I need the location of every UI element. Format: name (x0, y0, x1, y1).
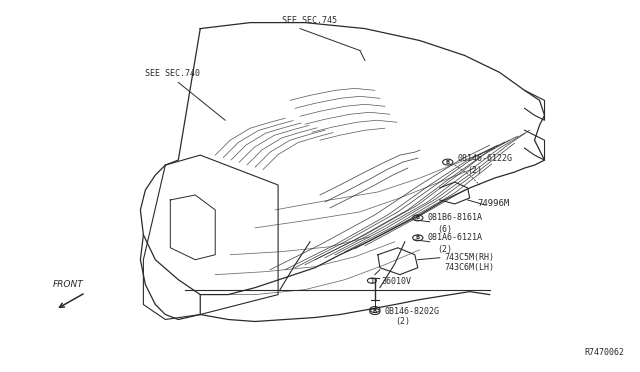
Text: B: B (415, 215, 420, 220)
Text: SEE SEC.740: SEE SEC.740 (145, 70, 200, 78)
Text: R7470062: R7470062 (584, 348, 625, 357)
Text: B: B (415, 235, 420, 240)
Text: (2): (2) (395, 317, 410, 326)
Text: (6): (6) (438, 225, 452, 234)
Text: 081A6-6121A: 081A6-6121A (428, 233, 483, 242)
Text: (2): (2) (438, 245, 452, 254)
Text: 0B146-8202G: 0B146-8202G (385, 307, 440, 316)
Text: J: J (371, 278, 373, 283)
Text: (2): (2) (468, 166, 483, 174)
Text: 74996M: 74996M (477, 199, 510, 208)
Text: 743C5M(RH): 743C5M(RH) (445, 253, 495, 262)
Text: 081B6-8161A: 081B6-8161A (428, 214, 483, 222)
Text: FRONT: FRONT (53, 280, 84, 289)
Text: B: B (372, 309, 377, 314)
Text: 08146-6122G: 08146-6122G (458, 154, 513, 163)
Text: B: B (445, 160, 450, 164)
Text: SEE SEC.745: SEE SEC.745 (282, 16, 337, 25)
Text: 743C6M(LH): 743C6M(LH) (445, 263, 495, 272)
Text: 36010V: 36010V (382, 277, 412, 286)
